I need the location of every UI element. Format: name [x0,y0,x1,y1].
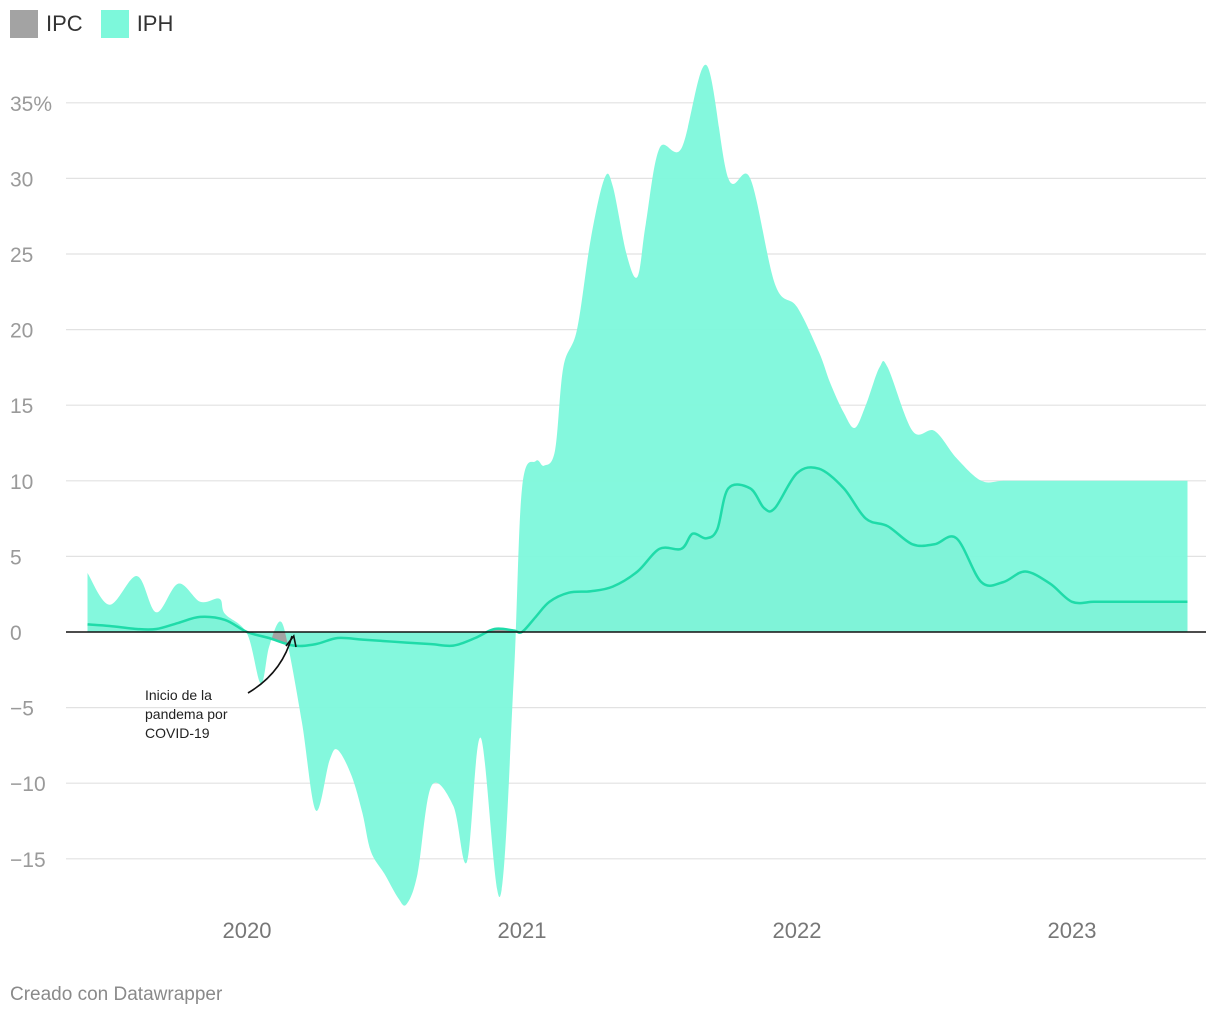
legend-label-iph: IPH [136,11,174,36]
x-tick-label: 2021 [498,918,547,943]
legend: IPC IPH [10,10,173,38]
series-area-iph [87,64,1188,906]
y-tick-label: −15 [10,849,46,872]
legend-item-ipc[interactable]: IPC [10,10,83,38]
x-axis-ticks: 2020 2021 2022 2023 [223,918,1097,943]
legend-swatch-ipc [10,10,38,38]
y-tick-label: 0 [10,622,22,645]
legend-label-ipc: IPC [46,11,83,36]
y-tick-label: 15 [10,395,33,418]
annotation-text-line: pandema por [145,706,228,722]
x-tick-label: 2023 [1048,918,1097,943]
annotation-text-line: COVID-19 [145,725,210,741]
y-axis-ticks: 35% 30 25 20 15 10 5 0 −5 −10 −15 [10,93,52,872]
annotation-text-line: Inicio de la [145,687,212,703]
credit-text: Creado con Datawrapper [10,984,223,1005]
x-tick-label: 2020 [223,918,272,943]
y-tick-label: 5 [10,546,22,569]
x-tick-label: 2022 [773,918,822,943]
y-tick-label: −10 [10,773,46,796]
y-tick-label: 25 [10,244,33,267]
annotation-arrow [247,635,293,694]
y-tick-label: 20 [10,320,33,343]
series-line-ipc [87,466,1188,648]
y-tick-label: 30 [10,168,33,191]
series-areas [87,64,1188,906]
annotation-arrowhead [285,634,297,648]
legend-swatch-iph [100,10,129,38]
y-tick-label: 35% [10,93,52,116]
y-tick-label: −5 [10,698,34,721]
annotation: Inicio de la pandema por COVID-19 [145,634,297,741]
legend-item-iph[interactable]: IPH [100,10,174,38]
y-tick-label: 10 [10,471,33,494]
